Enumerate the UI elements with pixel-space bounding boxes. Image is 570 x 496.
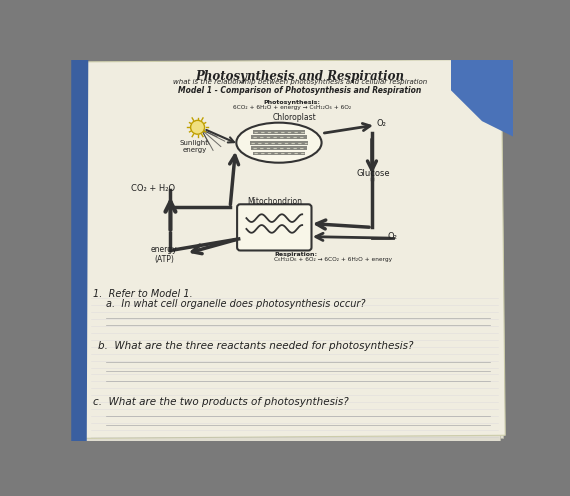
- FancyBboxPatch shape: [250, 141, 308, 145]
- Circle shape: [190, 121, 205, 134]
- Text: Photosynthesis and Respiration: Photosynthesis and Respiration: [196, 70, 404, 83]
- Polygon shape: [79, 60, 505, 438]
- Polygon shape: [73, 65, 500, 444]
- FancyBboxPatch shape: [253, 152, 305, 155]
- Ellipse shape: [237, 123, 321, 163]
- Text: O₂: O₂: [388, 232, 398, 241]
- FancyBboxPatch shape: [237, 204, 311, 250]
- FancyBboxPatch shape: [253, 130, 305, 134]
- Text: Model 1 - Comparison of Photosynthesis and Respiration: Model 1 - Comparison of Photosynthesis a…: [178, 86, 421, 95]
- FancyBboxPatch shape: [251, 135, 307, 139]
- Text: a.  In what cell organelle does photosynthesis occur?: a. In what cell organelle does photosynt…: [106, 299, 365, 309]
- Text: C₆H₁₂O₆ + 6O₂ → 6CO₂ + 6H₂O + energy: C₆H₁₂O₆ + 6O₂ → 6CO₂ + 6H₂O + energy: [274, 257, 392, 262]
- Text: Glucose: Glucose: [357, 169, 390, 178]
- Text: c.  What are the two products of photosynthesis?: c. What are the two products of photosyn…: [93, 397, 349, 407]
- Text: 1.  Refer to Model 1.: 1. Refer to Model 1.: [93, 289, 193, 299]
- Text: Photosynthesis:: Photosynthesis:: [263, 100, 320, 105]
- Text: what is the relationship between photosynthesis and cellular respiration: what is the relationship between photosy…: [173, 79, 427, 85]
- Polygon shape: [76, 62, 504, 441]
- Text: O₂: O₂: [376, 119, 386, 128]
- Text: Sunlight
energy: Sunlight energy: [180, 139, 209, 153]
- Text: CO₂ + H₂O: CO₂ + H₂O: [131, 185, 174, 193]
- Text: Respiration:: Respiration:: [274, 252, 317, 257]
- Polygon shape: [71, 60, 88, 441]
- Polygon shape: [451, 60, 513, 136]
- FancyBboxPatch shape: [251, 146, 307, 150]
- Text: Chloroplast: Chloroplast: [272, 113, 316, 122]
- Text: energy
(ATP): energy (ATP): [151, 245, 178, 264]
- Text: Mitochondrion: Mitochondrion: [247, 197, 302, 206]
- Text: b.  What are the three reactants needed for photosynthesis?: b. What are the three reactants needed f…: [99, 341, 414, 351]
- Text: 6CO₂ + 6H₂O + energy → C₆H₁₂O₆ + 6O₂: 6CO₂ + 6H₂O + energy → C₆H₁₂O₆ + 6O₂: [233, 105, 351, 110]
